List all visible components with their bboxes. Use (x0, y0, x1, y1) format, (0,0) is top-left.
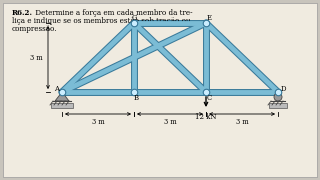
FancyBboxPatch shape (3, 3, 317, 177)
Text: 12 kN: 12 kN (195, 113, 217, 121)
Text: compressão.: compressão. (12, 25, 58, 33)
FancyBboxPatch shape (51, 103, 73, 108)
Text: E: E (206, 14, 212, 22)
Text: B: B (133, 94, 139, 102)
Polygon shape (55, 92, 69, 101)
Text: 3 m: 3 m (236, 118, 248, 126)
Text: 3 m: 3 m (92, 118, 104, 126)
Text: Determine a força em cada membro da tre-: Determine a força em cada membro da tre- (33, 9, 193, 17)
Text: A: A (54, 85, 60, 93)
Text: G: G (131, 14, 137, 22)
FancyBboxPatch shape (269, 103, 287, 108)
Circle shape (274, 93, 282, 101)
Text: 3 m: 3 m (164, 118, 176, 126)
Text: R6.2.: R6.2. (12, 9, 33, 17)
Text: C: C (206, 94, 212, 102)
Text: liça e indique se os membros estão sob tração ou: liça e indique se os membros estão sob t… (12, 17, 191, 25)
Text: 3 m: 3 m (30, 53, 43, 62)
Text: D: D (280, 85, 286, 93)
